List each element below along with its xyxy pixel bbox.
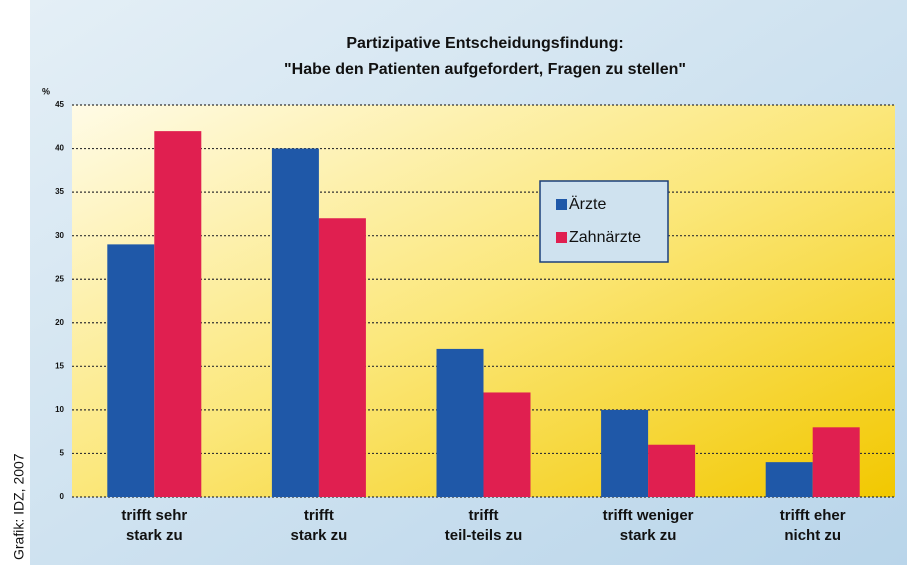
y-tick-label: 10 [55,405,64,414]
legend-swatch [556,199,567,210]
y-tick-label: 45 [55,100,64,109]
legend-label: Ärzte [569,195,606,213]
bar [483,392,531,497]
title-line: Partizipative Entscheidungsfindung: [346,35,623,52]
y-tick-label: 0 [60,492,65,501]
y-tick-label: 20 [55,318,64,327]
bar [318,218,366,497]
y-tick-label: 25 [55,274,64,283]
bar [812,427,860,497]
x-tick-label: teil-teils zu [445,527,523,544]
bar [107,244,155,497]
title-line: "Habe den Patienten aufgefordert, Fragen… [284,61,686,78]
bar [765,462,813,497]
legend [539,180,669,263]
x-tick-label: stark zu [126,527,183,544]
y-tick-label: 15 [55,361,64,370]
y-axis-label: % [42,86,50,96]
x-tick-label: stark zu [291,527,348,544]
x-tick-label: trifft weniger [603,507,694,524]
y-tick-label: 5 [60,449,65,458]
x-tick-label: trifft [304,507,334,524]
x-tick-label: trifft eher [780,507,846,524]
legend-label: Zahnärzte [569,229,641,246]
y-tick-label: 35 [55,187,64,196]
bar [601,409,649,497]
bar [271,148,319,498]
bar [154,131,202,497]
x-tick-label: trifft sehr [121,507,187,524]
bar [436,348,484,497]
bar [648,444,696,497]
x-tick-label: trifft [469,507,499,524]
legend-swatch [556,232,567,243]
x-tick-label: nicht zu [784,527,841,544]
x-tick-label: stark zu [620,527,677,544]
y-tick-label: 30 [55,231,64,240]
credit: Grafik: IDZ, 2007 [11,453,27,560]
y-tick-label: 40 [55,144,64,153]
